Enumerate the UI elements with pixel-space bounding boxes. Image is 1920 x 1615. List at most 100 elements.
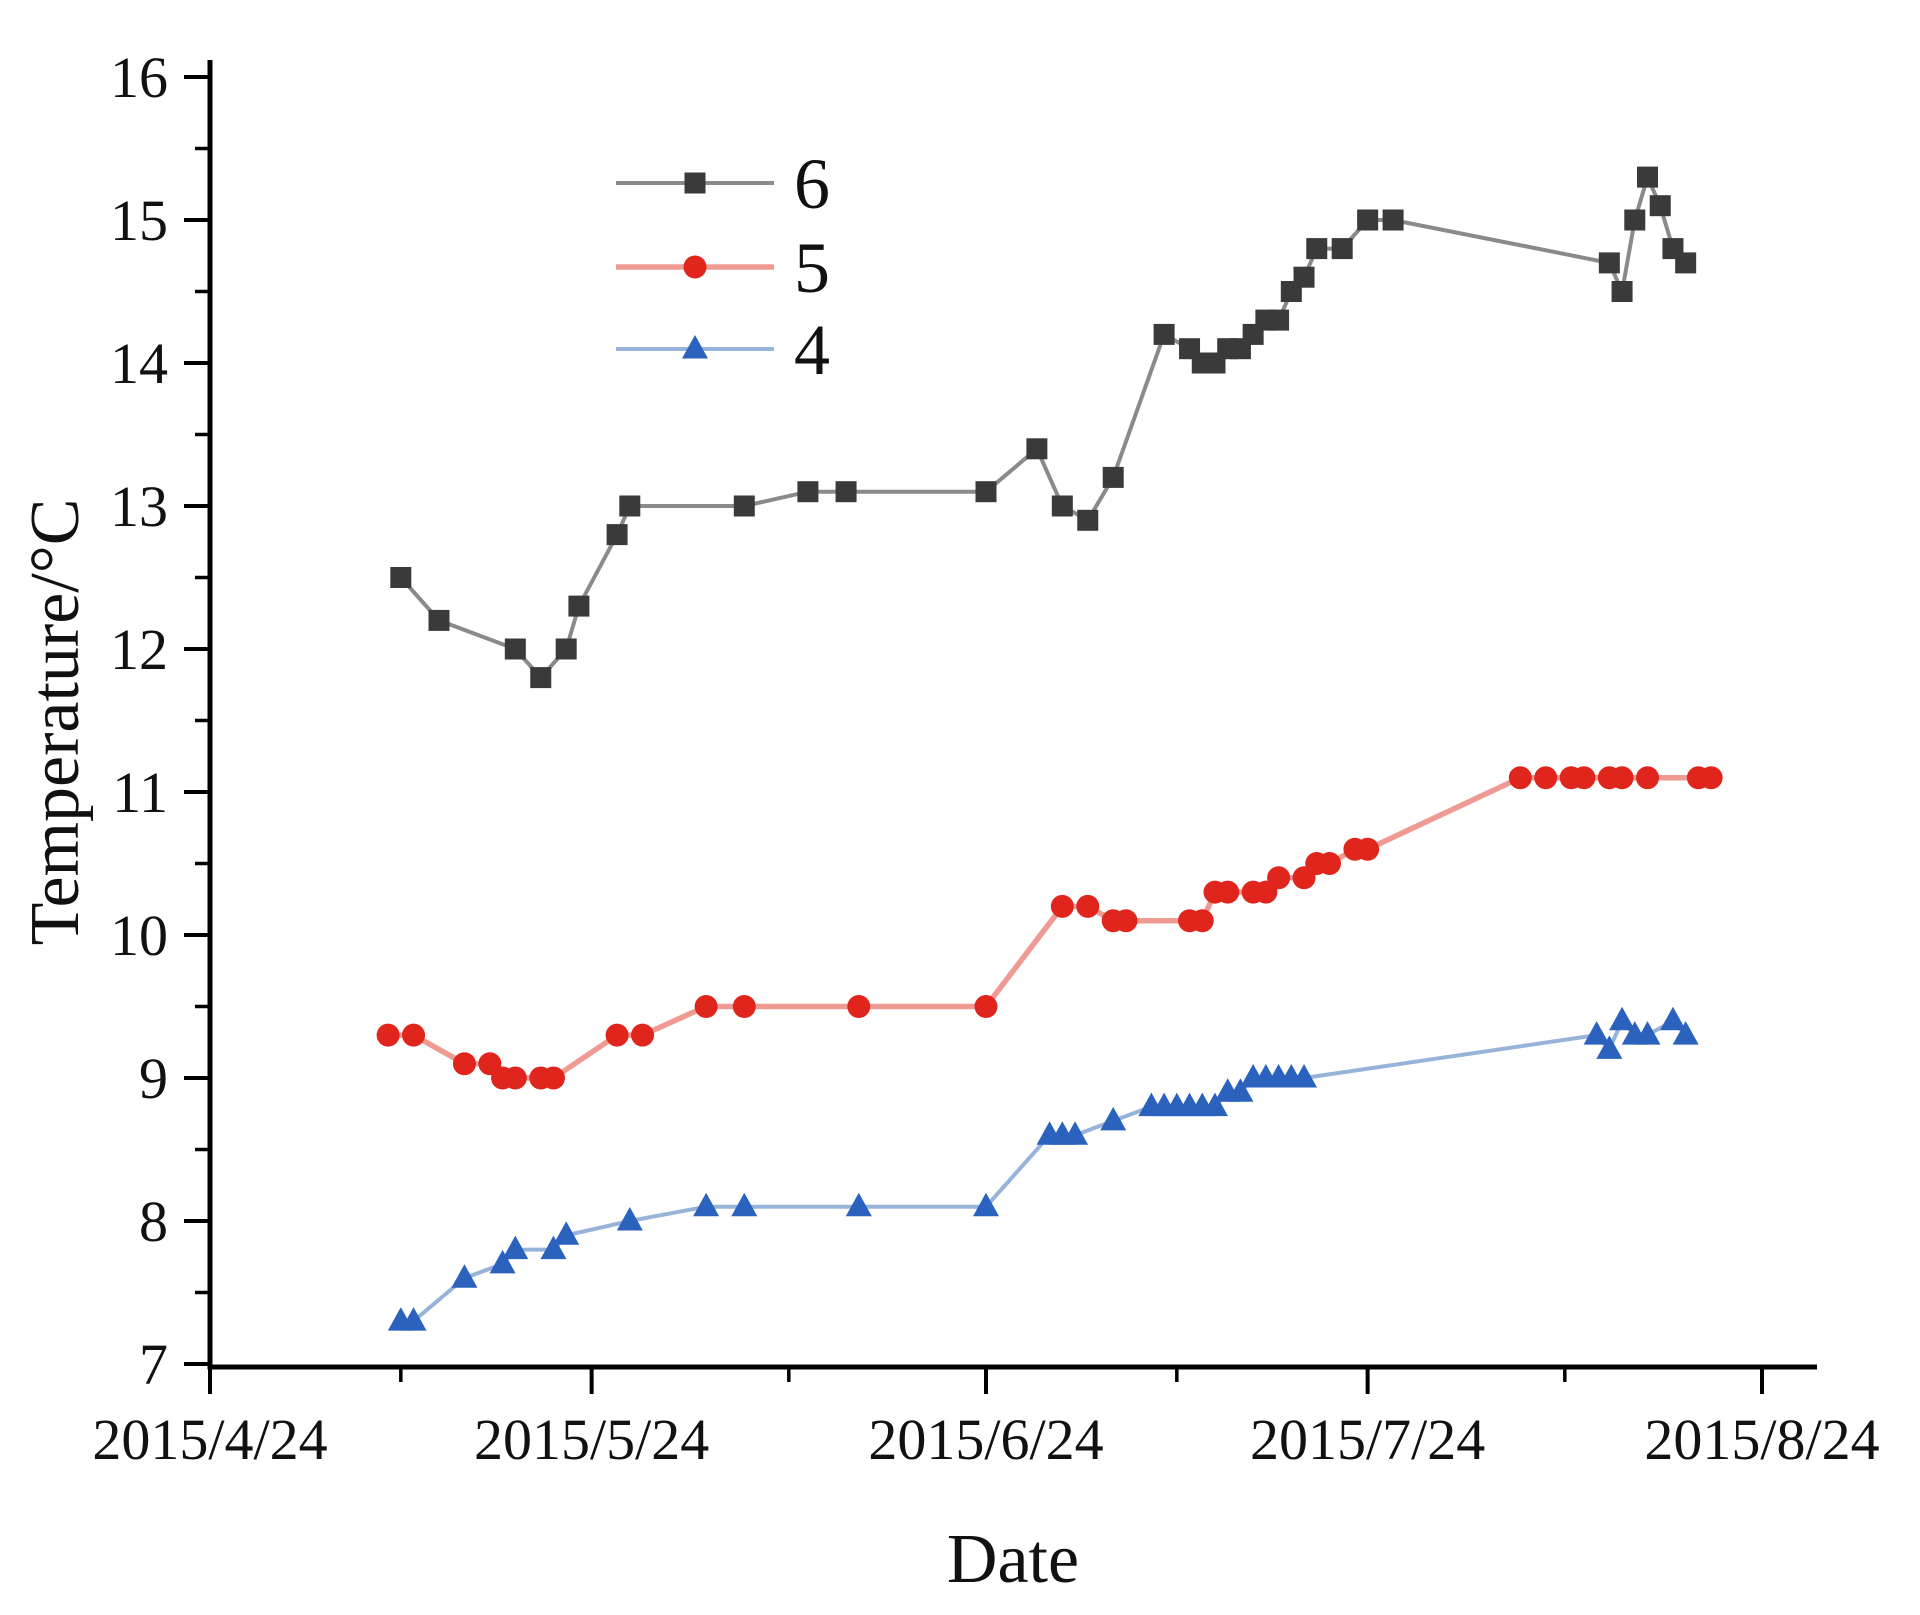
data-point bbox=[1306, 238, 1328, 260]
data-point bbox=[975, 481, 997, 503]
y-tick-label: 7 bbox=[139, 1332, 168, 1397]
y-tick-label: 8 bbox=[139, 1189, 168, 1254]
data-point bbox=[835, 481, 857, 503]
data-point bbox=[1051, 495, 1073, 517]
y-tick-label: 10 bbox=[110, 903, 168, 968]
data-point bbox=[1331, 238, 1353, 260]
data-point bbox=[1508, 766, 1532, 790]
x-tick-label: 2015/5/24 bbox=[474, 1407, 709, 1472]
x-tick-label: 2015/6/24 bbox=[868, 1407, 1103, 1472]
data-point bbox=[1382, 209, 1404, 231]
series-6 bbox=[390, 166, 1697, 689]
data-point bbox=[1598, 252, 1620, 274]
data-point bbox=[1102, 466, 1124, 488]
data-point bbox=[1291, 1064, 1318, 1088]
data-point bbox=[1357, 209, 1379, 231]
data-point bbox=[1268, 309, 1290, 331]
data-point bbox=[1267, 866, 1291, 890]
data-point bbox=[682, 335, 708, 359]
data-point bbox=[974, 995, 998, 1018]
data-point bbox=[731, 1192, 758, 1217]
data-point bbox=[1062, 1121, 1089, 1145]
data-point bbox=[568, 595, 590, 617]
data-point bbox=[553, 1221, 580, 1245]
data-point bbox=[1699, 766, 1723, 790]
data-point bbox=[530, 667, 552, 689]
data-point bbox=[555, 638, 577, 660]
data-point bbox=[1317, 852, 1341, 875]
data-point bbox=[1153, 323, 1175, 345]
series-4 bbox=[387, 1006, 1699, 1331]
data-point bbox=[631, 1023, 655, 1047]
data-point bbox=[684, 172, 706, 194]
series-5-line bbox=[388, 774, 1712, 1081]
data-point bbox=[616, 1207, 643, 1231]
legend-item-6 bbox=[616, 172, 774, 194]
data-point bbox=[540, 1235, 567, 1260]
x-tick-label: 2015/4/24 bbox=[92, 1407, 327, 1472]
data-point bbox=[1076, 894, 1100, 918]
data-point bbox=[1634, 1021, 1661, 1045]
data-point bbox=[797, 481, 819, 503]
legend-label-series-5: 5 bbox=[794, 228, 830, 308]
data-point bbox=[733, 495, 755, 517]
y-tick-label: 13 bbox=[110, 474, 168, 539]
data-point bbox=[1649, 195, 1671, 217]
data-point bbox=[1100, 1106, 1127, 1131]
y-tick-label: 15 bbox=[110, 188, 168, 253]
y-tick-label: 11 bbox=[112, 760, 168, 825]
data-point bbox=[1675, 252, 1697, 274]
data-point bbox=[606, 524, 628, 546]
data-point bbox=[400, 1307, 427, 1331]
data-point bbox=[683, 255, 707, 279]
data-point bbox=[504, 638, 526, 660]
y-tick-label: 16 bbox=[110, 45, 168, 110]
data-point bbox=[1114, 909, 1138, 933]
data-point bbox=[1216, 880, 1240, 904]
series-5 bbox=[376, 766, 1723, 1090]
data-point bbox=[845, 1192, 872, 1217]
legend-item-5 bbox=[616, 255, 774, 279]
data-point bbox=[694, 995, 718, 1018]
data-point bbox=[1596, 1035, 1623, 1059]
data-point bbox=[1637, 166, 1659, 188]
data-point bbox=[1610, 766, 1634, 790]
data-point bbox=[1190, 909, 1214, 933]
data-point bbox=[1201, 1092, 1228, 1117]
data-point bbox=[693, 1192, 720, 1217]
data-point bbox=[732, 995, 756, 1018]
data-point bbox=[1356, 837, 1380, 861]
series-6-line bbox=[399, 171, 1688, 681]
data-point bbox=[973, 1192, 999, 1217]
data-point bbox=[1050, 894, 1074, 918]
data-point bbox=[1293, 266, 1315, 288]
data-point bbox=[1026, 438, 1048, 460]
legend: 6 5 4 bbox=[616, 144, 830, 390]
data-point bbox=[619, 495, 641, 517]
plot-area: 7 8 9 10 11 12 13 14 15 16 2015/4/24 2015/5/24 2015/… bbox=[92, 45, 1879, 1472]
data-point bbox=[1659, 1006, 1686, 1031]
y-tick-label: 14 bbox=[110, 331, 168, 396]
data-point bbox=[503, 1066, 527, 1090]
data-point bbox=[1672, 1021, 1699, 1045]
x-tick-label: 2015/7/24 bbox=[1250, 1407, 1485, 1472]
y-tick-label: 12 bbox=[110, 617, 168, 682]
data-point bbox=[390, 567, 412, 588]
legend-item-4 bbox=[616, 335, 774, 359]
data-point bbox=[451, 1264, 478, 1288]
legend-label-series-6: 6 bbox=[794, 144, 830, 224]
series-4-line bbox=[400, 1017, 1688, 1324]
axes bbox=[207, 60, 1817, 1370]
data-point bbox=[541, 1066, 565, 1090]
data-point bbox=[1572, 766, 1596, 790]
data-point bbox=[376, 1023, 400, 1047]
data-point bbox=[428, 609, 450, 631]
data-point bbox=[1077, 509, 1099, 531]
data-point bbox=[1534, 766, 1558, 790]
axis-ticks: 7 8 9 10 11 12 13 14 15 16 2015/4/24 2015/5/24 2015/… bbox=[92, 45, 1879, 1472]
y-axis-title: Temperature/°C bbox=[17, 499, 94, 946]
x-axis-title: Date bbox=[947, 1521, 1079, 1598]
data-point bbox=[489, 1249, 516, 1274]
